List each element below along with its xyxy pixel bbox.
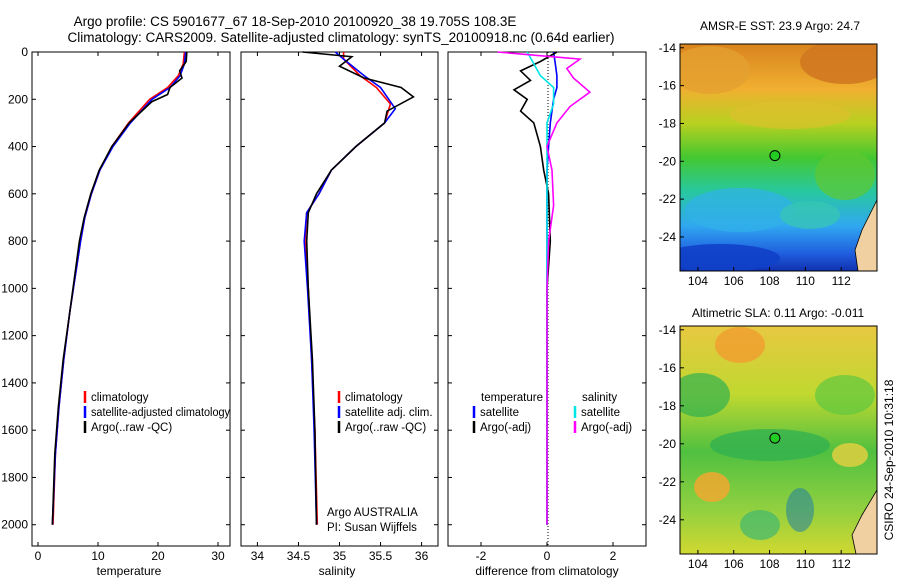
- x-tick-label: 35.5: [369, 549, 393, 563]
- diff-series-salinity-argo-adj-: [497, 51, 592, 525]
- sst-map-title: AMSR-E SST: 23.9 Argo: 24.7: [700, 19, 860, 33]
- y-tick-label: 2000: [1, 518, 28, 532]
- x-tick-label: 10: [91, 549, 105, 563]
- temp-series-argo: [51, 51, 188, 525]
- difference-xlabel: difference from climatology: [475, 564, 618, 578]
- legend-satellite-label: satellite-adjusted climatology: [91, 407, 230, 419]
- x-tick-label: 20: [151, 549, 165, 563]
- map-y-tick-label: -16: [659, 79, 677, 93]
- x-tick-label: 2: [610, 549, 617, 563]
- sst-field: [680, 44, 877, 271]
- map-y-tick-label: -14: [659, 323, 677, 337]
- map-x-tick-label: 110: [796, 557, 815, 571]
- sal-series-argo: [302, 51, 415, 525]
- temperature-legend: climatology satellite-adjusted climatolo…: [83, 391, 230, 434]
- x-tick-label: 0: [35, 549, 42, 563]
- sst-map-panel: AMSR-E SST: 23.9 Argo: 24.7 104 106 108 110…: [659, 19, 878, 288]
- x-tick-label: -2: [476, 549, 487, 563]
- y-tick-label: 1400: [1, 376, 28, 390]
- map-y-tick-label: -14: [659, 41, 677, 55]
- map-x-tick-label: 108: [760, 274, 780, 288]
- float-pi-annotation: PI: Susan Wijffels: [327, 522, 417, 534]
- sla-argo-position-marker: [769, 432, 781, 444]
- legend-climatology-label: climatology: [345, 392, 403, 404]
- map-x-tick-label: 108: [760, 557, 780, 571]
- legend-argo-label: Argo(..raw -QC): [91, 422, 172, 434]
- map-x-tick-label: 104: [688, 274, 708, 288]
- y-tick-label: 600: [8, 187, 28, 201]
- y-tick-label: 1200: [1, 329, 28, 343]
- y-tick-label: 0: [21, 45, 28, 59]
- legend-temp-argo-label: Argo(-adj): [480, 422, 531, 434]
- sst-argo-position-marker: [769, 150, 781, 162]
- map-y-tick-label: -20: [659, 437, 677, 451]
- figure-title-line1: Argo profile: CS 5901677_67 18-Sep-2010 …: [74, 14, 517, 29]
- y-tick-label: 1000: [1, 281, 28, 295]
- diff-series-salinity-satellite: [526, 51, 555, 525]
- y-tick-label: 200: [8, 92, 28, 106]
- map-x-tick-label: 110: [796, 274, 815, 288]
- difference-panel: -2 0 2 difference from climatology tempera…: [447, 51, 647, 578]
- temperature-xlabel: temperature: [97, 564, 162, 578]
- temperature-axes: [31, 51, 231, 547]
- map-x-tick-label: 112: [832, 274, 851, 288]
- x-tick-label: 0: [544, 549, 551, 563]
- map-y-tick-label: -16: [659, 361, 677, 375]
- map-y-tick-label: -24: [659, 230, 677, 244]
- sla-map-panel: Altimetric SLA: 0.11 Argo: -0.011 104 106…: [659, 306, 878, 571]
- x-tick-label: 30: [211, 549, 225, 563]
- map-y-tick-label: -18: [659, 399, 677, 413]
- y-tick-label: 1600: [1, 423, 28, 437]
- map-y-tick-label: -18: [659, 116, 677, 130]
- legend-sal-satellite-label: satellite: [581, 407, 620, 419]
- sst-map-frame: [679, 43, 878, 272]
- map-x-tick-label: 106: [724, 557, 744, 571]
- legend-temp-satellite-label: satellite: [480, 407, 519, 419]
- map-y-tick-label: -20: [659, 154, 677, 168]
- x-tick-label: 35: [333, 549, 347, 563]
- map-y-tick-label: -24: [659, 513, 677, 527]
- salinity-xlabel: salinity: [319, 564, 356, 578]
- map-x-tick-label: 106: [724, 274, 744, 288]
- legend-temperature-title: temperature: [481, 392, 543, 404]
- salinity-panel: 34 34.5 35 35.5 36 salinity climatology sate…: [240, 51, 439, 578]
- legend-climatology-label: climatology: [91, 392, 149, 404]
- legend-sal-argo-label: Argo(-adj): [581, 422, 632, 434]
- map-y-tick-label: -22: [659, 192, 677, 206]
- float-owner-annotation: Argo AUSTRALIA: [327, 507, 418, 519]
- figure-title-line2: Climatology: CARS2009. Satellite-adjuste…: [67, 30, 614, 45]
- map-x-tick-label: 104: [688, 557, 708, 571]
- x-tick-label: 34: [251, 549, 265, 563]
- map-x-tick-label: 112: [832, 557, 851, 571]
- temperature-panel: 0 10 20 30 0 200 400 600 800 1000 1200 1400 1600 180…: [1, 45, 231, 578]
- credit-timestamp: CSIRO 24-Sep-2010 10:31:18: [882, 379, 896, 540]
- legend-salinity-title: salinity: [582, 392, 617, 404]
- map-y-tick-label: -22: [659, 475, 677, 489]
- y-tick-label: 400: [8, 140, 28, 154]
- x-tick-label: 34.5: [287, 549, 311, 563]
- sla-map-title: Altimetric SLA: 0.11 Argo: -0.011: [692, 306, 865, 320]
- difference-legend: temperature salinity satellite Argo(-adj…: [472, 392, 632, 434]
- x-tick-label: 36: [415, 549, 429, 563]
- salinity-axes: [240, 51, 439, 547]
- salinity-legend: climatology satellite adj. clim. Argo(..…: [337, 391, 433, 434]
- legend-satellite-label: satellite adj. clim.: [345, 407, 433, 419]
- legend-argo-label: Argo(..raw -QC): [345, 422, 426, 434]
- y-tick-label: 1800: [1, 470, 28, 484]
- y-tick-label: 800: [8, 234, 28, 248]
- sla-map-frame: [679, 325, 878, 555]
